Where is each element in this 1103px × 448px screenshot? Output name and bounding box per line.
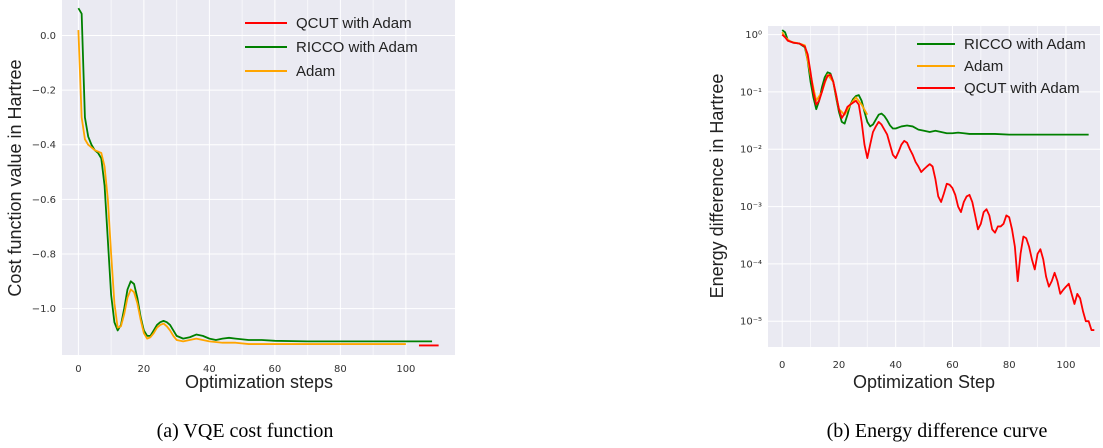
y-tick-label: 10⁻⁵ — [740, 317, 762, 328]
x-tick-label: 0 — [75, 364, 81, 375]
legend-label: Adam — [964, 58, 1003, 75]
y-axis-label: Cost function value in Hartree — [5, 59, 25, 296]
y-tick-label: −0.8 — [32, 249, 56, 260]
y-axis-label: Energy difference in Hartree — [707, 74, 727, 299]
series-line-ricco-with-adam — [781, 29, 1089, 136]
figure-caption: (b) Energy difference curve — [827, 420, 1048, 442]
x-tick-label: 80 — [1003, 360, 1016, 371]
x-tick-label: 40 — [889, 360, 902, 371]
plot-area — [768, 26, 1100, 347]
chart-2: 0 20 40 60 80 100 10⁰ 10⁻¹ 10⁻² 10⁻³ 10⁻⁴ 10⁻⁵ Optim… — [707, 26, 1100, 442]
y-tick-label: 10⁰ — [745, 30, 762, 41]
legend-label: QCUT with Adam — [296, 15, 412, 32]
y-tick-label: 10⁻⁴ — [740, 259, 762, 270]
y-tick-label: −1.0 — [32, 304, 56, 315]
legend-label: Adam — [296, 63, 335, 80]
y-tick-label: 10⁻¹ — [740, 87, 762, 98]
series-line-ricco-with-adam — [77, 7, 433, 343]
y-tick-label: −0.2 — [32, 86, 56, 97]
x-tick-label: 80 — [334, 364, 347, 375]
series-line-qcut-with-adam — [781, 33, 1095, 331]
x-tick-label: 100 — [396, 364, 415, 375]
y-tick-label: 0.0 — [40, 31, 56, 42]
figure-caption: (a) VQE cost function — [157, 420, 334, 442]
legend-label: RICCO with Adam — [964, 36, 1086, 53]
series-line-adam — [77, 30, 406, 345]
x-tick-label: 20 — [138, 364, 151, 375]
x-tick-label: 60 — [269, 364, 282, 375]
y-tick-label: 10⁻² — [740, 145, 762, 156]
legend-label: RICCO with Adam — [296, 39, 418, 56]
y-tick-label: −0.4 — [32, 140, 56, 151]
legend-label: QCUT with Adam — [964, 80, 1080, 97]
x-axis-label: Optimization steps — [185, 372, 333, 392]
y-tick-label: 10⁻³ — [740, 202, 762, 213]
x-axis-label: Optimization Step — [853, 372, 995, 392]
chart-1: 0 20 40 60 80 100 0.0 −0.2 −0.4 −0.6 −0.8 −1.0 Optim… — [5, 0, 455, 442]
y-tick-label: −0.6 — [32, 195, 56, 206]
x-tick-label: 0 — [779, 360, 785, 371]
x-tick-label: 20 — [833, 360, 846, 371]
x-tick-label: 100 — [1056, 360, 1075, 371]
x-tick-label: 60 — [946, 360, 959, 371]
x-tick-label: 40 — [203, 364, 216, 375]
